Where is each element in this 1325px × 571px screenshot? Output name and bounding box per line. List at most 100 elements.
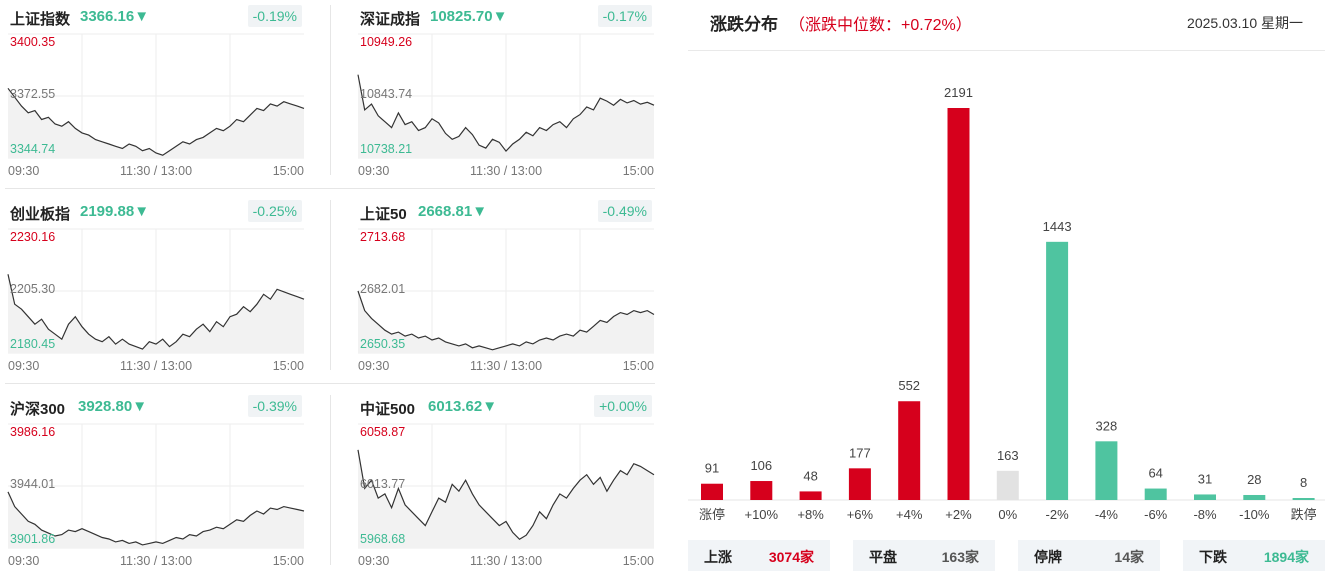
index-panel[interactable]: 沪深300 3928.80▼ -0.39% 3986.16 3944.01 3901… [7,390,305,570]
max-price-label: 3400.35 [10,35,55,49]
bar-value-label: 64 [1148,466,1162,481]
bar-value-label: 91 [705,461,719,476]
price-area [358,449,654,548]
bar-category-label: 跌停 [1291,507,1317,522]
price-line [357,290,655,351]
bar-value-label: 31 [1198,471,1212,486]
time-label: 11:30 / 13:00 [470,164,542,178]
index-name: 沪深300 [10,401,66,418]
index-name: 创业板指 [10,206,71,223]
mini-line-chart: 3400.35 3372.55 3344.74 09:30 11:30 / 13:00 1… [7,33,305,178]
time-label: 11:30 / 13:00 [470,554,542,568]
index-value: 3928.80▼ [78,398,148,415]
change-badge: -0.25% [247,200,302,222]
distribution-bar [996,470,1019,500]
bar-category-label: 涨停 [699,507,725,522]
change-badge: -0.39% [247,395,302,417]
summary-down: 下跌 1894家 [1183,540,1325,571]
index-value: 10825.70▼ [430,8,508,25]
index-name: 上证50 [360,206,407,223]
bar-category-label: -10% [1239,507,1270,522]
time-label: 15:00 [623,359,654,373]
max-price-label: 2230.16 [10,230,55,244]
index-header: 上证指数 3366.16▼ -0.19% [8,0,304,30]
index-value: 2199.88▼ [80,203,150,220]
price-line [7,491,305,546]
mini-line-chart: 3986.16 3944.01 3901.86 09:30 11:30 / 13:00 1… [7,423,305,568]
down-arrow-icon: ▼ [482,398,498,415]
time-label: 15:00 [623,164,654,178]
distribution-bar [1095,441,1118,500]
column-divider [330,395,331,565]
index-panel[interactable]: 创业板指 2199.88▼ -0.25% 2230.16 2205.30 2180.… [7,195,305,375]
index-name: 中证500 [360,401,416,418]
max-price-label: 6058.87 [360,425,405,439]
min-price-label: 2650.35 [360,337,405,351]
trade-date: 2025.03.10 星期一 [1187,15,1303,31]
summary-value: 3074家 [768,549,814,565]
distribution-bar [898,401,921,500]
bar-value-label: 552 [898,378,920,393]
distribution-title: 涨跌分布 [710,15,778,34]
index-panel[interactable]: 深证成指 10825.70▼ -0.17% 10949.26 10843.74 10… [357,0,655,180]
summary-label: 平盘 [869,549,897,565]
distribution-bar [947,108,970,500]
bar-category-label: -2% [1046,507,1070,522]
mid-price-label: 3944.01 [10,477,55,491]
index-header: 创业板指 2199.88▼ -0.25% [8,195,304,225]
time-label: 09:30 [8,164,39,178]
max-price-label: 3986.16 [10,425,55,439]
index-name: 深证成指 [360,11,421,28]
distribution-bar [1292,498,1315,500]
distribution-bar-chart: 91 涨停 106 +10% 48 +8% 177 +6% 552 +4% 2191 +2% 163 0%… [688,85,1325,522]
summary-label: 上涨 [704,549,732,565]
time-label: 11:30 / 13:00 [120,359,192,373]
index-header: 中证500 6013.62▼ +0.00% [358,390,654,420]
bar-value-label: 177 [849,445,871,460]
mini-line-chart: 10949.26 10843.74 10738.21 09:30 11:30 / 13:… [357,33,655,178]
bar-category-label: +8% [797,507,824,522]
index-panel[interactable]: 中证500 6013.62▼ +0.00% 6058.87 6013.77 5968… [357,390,655,570]
change-badge: -0.19% [247,5,302,27]
distribution-bar [750,481,773,500]
index-value: 2668.81▼ [418,203,488,220]
mini-line-chart: 2230.16 2205.30 2180.45 09:30 11:30 / 13:00 1… [7,228,305,373]
index-header: 沪深300 3928.80▼ -0.39% [8,390,304,420]
price-area [358,291,654,353]
mid-price-label: 10843.74 [360,87,412,101]
bar-value-label: 106 [750,458,772,473]
distribution-bar [1046,241,1069,501]
bar-value-label: 328 [1096,418,1118,433]
bar-category-label: -8% [1193,507,1217,522]
distribution-bar [1144,488,1167,500]
column-divider [330,200,331,370]
price-area [8,274,304,353]
time-label: 09:30 [358,164,389,178]
down-arrow-icon: ▼ [472,203,488,220]
mid-price-label: 3372.55 [10,87,55,101]
time-label: 15:00 [273,554,304,568]
time-label: 11:30 / 13:00 [470,359,542,373]
price-area [8,88,304,158]
min-price-label: 3901.86 [10,532,55,546]
mini-line-chart: 6058.87 6013.77 5968.68 09:30 11:30 / 13:00 1… [357,423,655,568]
price-line [357,74,655,153]
time-label: 09:30 [358,554,389,568]
mid-price-label: 2682.01 [360,282,405,296]
down-arrow-icon: ▼ [492,8,508,25]
summary-value: 163家 [941,549,979,565]
index-panel[interactable]: 上证50 2668.81▼ -0.49% 2713.68 2682.01 2650.… [357,195,655,375]
time-label: 11:30 / 13:00 [120,164,192,178]
distribution-bar [799,491,822,500]
summary-value: 14家 [1114,549,1144,565]
summary-value: 1894家 [1263,549,1309,565]
bar-category-label: +10% [744,507,778,522]
bar-category-label: -4% [1095,507,1119,522]
bar-value-label: 2191 [944,85,973,100]
mid-price-label: 6013.77 [360,477,405,491]
time-label: 09:30 [8,359,39,373]
index-panel[interactable]: 上证指数 3366.16▼ -0.19% 3400.35 3372.55 3344.… [7,0,305,180]
change-badge: -0.17% [597,5,652,27]
bar-category-label: 0% [998,507,1017,522]
summary-suspended: 停牌 14家 [1018,540,1160,571]
